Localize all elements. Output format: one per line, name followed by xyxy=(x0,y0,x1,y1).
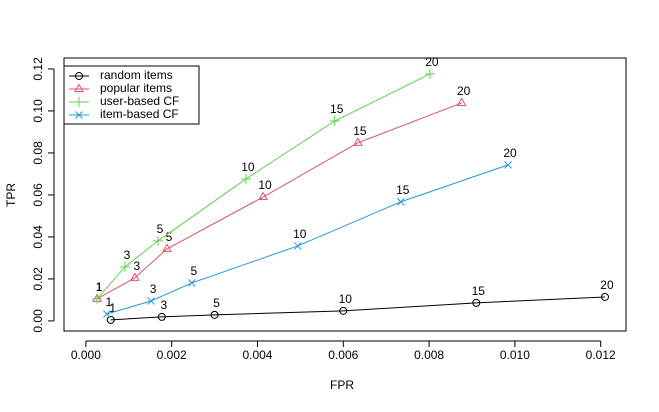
point xyxy=(353,137,363,146)
series-line xyxy=(96,102,462,300)
point xyxy=(187,279,196,287)
series-line xyxy=(96,73,431,300)
point xyxy=(74,83,84,92)
point-label: 20 xyxy=(457,84,471,98)
point xyxy=(75,72,83,80)
y-tick-label: 0.08 xyxy=(31,141,45,165)
point-label: 1 xyxy=(106,295,113,309)
point-label: 5 xyxy=(166,230,173,244)
point xyxy=(147,297,155,305)
point xyxy=(106,315,115,324)
point-label: 3 xyxy=(124,248,131,262)
point-label: 3 xyxy=(160,298,167,312)
point-label: 10 xyxy=(241,160,255,174)
point-label: 3 xyxy=(133,259,140,273)
point-label: 20 xyxy=(503,146,517,160)
point-label: 5 xyxy=(213,296,220,310)
point xyxy=(129,272,140,281)
point xyxy=(424,68,435,79)
point-label: 15 xyxy=(330,102,344,116)
legend-label: item-based CF xyxy=(100,107,179,121)
x-tick-label: 0.010 xyxy=(500,348,530,362)
point xyxy=(119,261,130,272)
y-tick-label: 0.10 xyxy=(31,99,45,123)
y-axis-label: TPR xyxy=(4,183,18,207)
x-axis-label: FPR xyxy=(330,378,354,392)
series: 1 3 5 10 15 20 xyxy=(106,278,614,324)
point xyxy=(75,111,83,119)
point xyxy=(74,97,84,107)
y-tick-label: 0.04 xyxy=(31,225,45,249)
point xyxy=(396,197,405,206)
point xyxy=(339,306,348,315)
y-tick-label: 0.00 xyxy=(31,309,45,333)
point-label: 5 xyxy=(157,222,164,236)
point-label: 15 xyxy=(353,124,367,138)
y-tick-label: 0.12 xyxy=(31,57,45,81)
series-line xyxy=(110,296,606,321)
point xyxy=(456,97,467,106)
point-label: 1 xyxy=(96,280,103,294)
series-line xyxy=(106,164,509,315)
x-tick-label: 0.004 xyxy=(242,348,272,362)
plot-frame xyxy=(63,57,627,332)
point xyxy=(152,235,163,246)
point xyxy=(258,191,268,201)
point xyxy=(329,116,340,126)
point xyxy=(504,161,512,169)
point-label: 10 xyxy=(258,178,272,192)
point-label: 10 xyxy=(293,227,307,241)
point-label: 5 xyxy=(191,264,198,278)
point xyxy=(210,310,219,319)
point xyxy=(162,243,172,252)
point xyxy=(600,292,609,301)
y-tick-label: 0.06 xyxy=(31,183,45,207)
y-tick-label: 0.02 xyxy=(31,267,45,291)
point-label: 20 xyxy=(425,55,439,69)
series: 1 3 5 10 15 20 xyxy=(92,55,439,304)
point xyxy=(157,312,166,321)
point xyxy=(472,298,481,307)
x-tick-label: 0.002 xyxy=(157,348,187,362)
legend-box xyxy=(63,65,200,125)
x-tick-label: 0.006 xyxy=(328,348,358,362)
legend-label: user-based CF xyxy=(100,94,179,108)
point xyxy=(103,310,111,318)
point xyxy=(240,173,251,184)
x-tick-label: 0.008 xyxy=(414,348,444,362)
x-tick-label: 0.000 xyxy=(71,348,101,362)
series: 1 3 5 10 15 20 xyxy=(92,84,471,302)
point-label: 20 xyxy=(600,278,614,292)
point-label: 1 xyxy=(109,301,116,315)
point-label: 10 xyxy=(339,292,353,306)
point-label: 15 xyxy=(472,284,486,298)
point-label: 1 xyxy=(96,280,103,294)
point xyxy=(92,293,103,304)
legend-label: popular items xyxy=(100,81,172,95)
point xyxy=(293,242,302,250)
point-label: 3 xyxy=(150,282,157,296)
legend-label: random items xyxy=(100,68,173,82)
point-label: 15 xyxy=(396,183,410,197)
x-tick-label: 0.012 xyxy=(586,348,616,362)
